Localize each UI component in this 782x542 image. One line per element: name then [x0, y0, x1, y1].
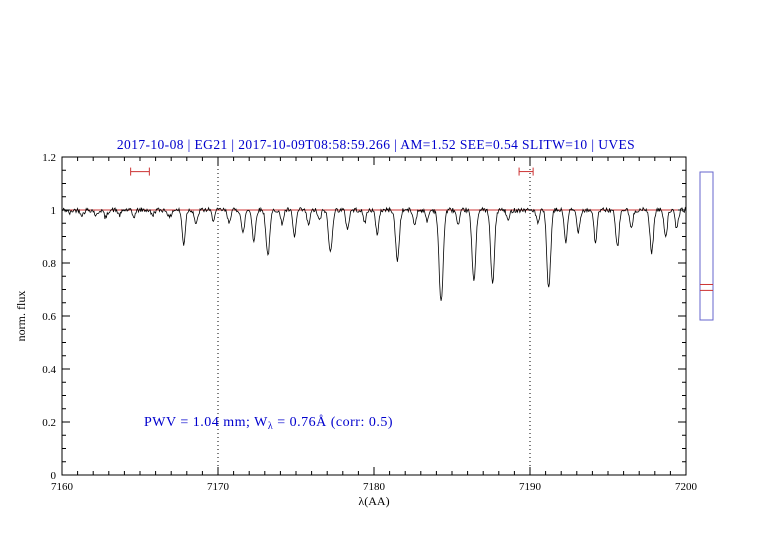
y-axis-label: norm. flux	[14, 291, 28, 342]
x-tick-label: 7190	[519, 481, 542, 493]
y-tick-label: 0.2	[42, 417, 56, 429]
chart-title: 2017-10-08 | EG21 | 2017-10-09T08:58:59.…	[117, 137, 635, 152]
x-axis-label: λ(AA)	[358, 494, 389, 508]
y-tick-label: 0.6	[42, 311, 56, 323]
pwv-annotation-post: = 0.76Å (corr: 0.5)	[273, 414, 393, 430]
y-tick-label: 1.2	[42, 152, 56, 164]
side-gauge-box	[699, 171, 714, 321]
x-tick-label: 7200	[675, 481, 698, 493]
y-tick-label: 0.8	[42, 258, 56, 270]
y-tick-label: 0.4	[42, 364, 56, 376]
pwv-annotation: PWV = 1.04 mm; Wλ = 0.76Å (corr: 0.5)	[144, 414, 393, 432]
pwv-annotation-subscript: λ	[268, 421, 273, 432]
pwv-annotation-pre: PWV = 1.04 mm; W	[144, 415, 268, 430]
x-tick-label: 7170	[207, 481, 230, 493]
chart-layers: 7160 7170 7180 7190 7200 0 0.2 0.4 0.6 0.8 1 1.2	[42, 152, 714, 493]
y-tick-label: 0	[51, 470, 57, 482]
y-tick-label: 1	[51, 205, 57, 217]
x-tick-label: 7160	[51, 481, 74, 493]
x-tick-label: 7180	[363, 481, 386, 493]
spectrum-trace	[61, 206, 687, 301]
